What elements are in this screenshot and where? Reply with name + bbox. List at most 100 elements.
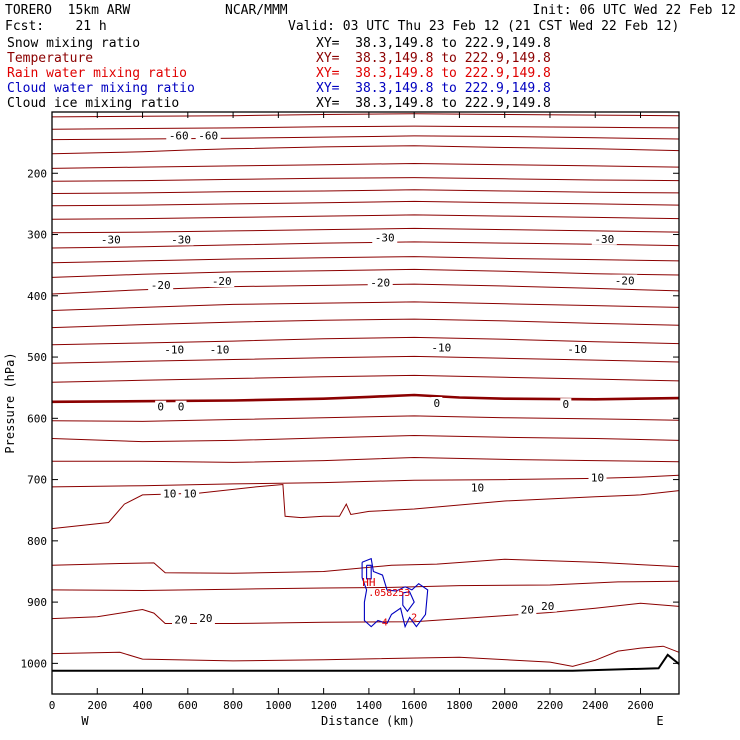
temperature-contours <box>51 113 680 667</box>
contour-label-bg <box>591 232 617 245</box>
y-tick-label: 200 <box>27 167 47 180</box>
contour-label-bg <box>172 613 191 626</box>
axes: 0 200 400 600 800 1000 1200 1400 1600 1800 2000 220… <box>21 112 679 712</box>
field-xy: XY= 38.3,149.8 to 222.9,149.8 <box>316 96 551 111</box>
terrain-surface <box>52 653 680 672</box>
x-tick-label: 1200 <box>310 699 337 712</box>
contour-label-bg <box>160 487 179 500</box>
contour-label-bg <box>612 274 638 287</box>
rain-max-label: HH <box>362 576 375 589</box>
y-tick-label: 900 <box>27 596 47 609</box>
temperature-contour <box>51 145 680 155</box>
temperature-contour <box>51 241 680 249</box>
plot-frame <box>51 111 680 695</box>
contour-label-bg <box>564 343 590 356</box>
temperature-contour <box>51 355 680 364</box>
x-tick-label: 2000 <box>491 699 518 712</box>
y-tick-label: 700 <box>27 474 47 487</box>
y-axis-label: Pressure (hPa) <box>3 352 17 453</box>
temperature-contour <box>51 434 680 443</box>
field-xy: XY= 38.3,149.8 to 222.9,149.8 <box>316 36 551 51</box>
y-tick-label: 600 <box>27 412 47 425</box>
contour-label: 0 <box>433 397 440 410</box>
temperature-contour <box>51 135 680 141</box>
temperature-contour <box>51 483 680 530</box>
contour-label: -10 <box>431 341 451 354</box>
contour-label-bg <box>518 603 537 616</box>
cloud-water-contour <box>402 591 415 613</box>
temperature-contour <box>51 645 680 667</box>
contour-label-bg <box>175 400 187 413</box>
temperature-contour <box>51 301 680 311</box>
contour-label-bg <box>181 487 200 500</box>
temperature-contour <box>51 227 680 234</box>
contour-label-bg <box>195 129 221 142</box>
contour-label: -60 <box>198 129 218 142</box>
contour-label: 20 <box>541 600 554 613</box>
east-label: E <box>656 714 663 728</box>
temperature-contour <box>51 602 680 624</box>
temperature-contour <box>52 456 680 463</box>
contour-label-bg <box>148 278 174 291</box>
contour-label: -10 <box>164 344 184 357</box>
contour-label: -30 <box>594 233 614 246</box>
temperature-contour <box>51 125 680 130</box>
contour-label: -30 <box>171 233 191 246</box>
contour-label: 10 <box>183 488 196 501</box>
contour-label-bg <box>468 481 487 494</box>
temperature-contour <box>51 283 680 295</box>
contour-label-bg <box>588 471 607 484</box>
temperature-contour <box>51 162 680 169</box>
rain-mark: 4 <box>382 617 388 628</box>
field-xy: XY= 38.3,149.8 to 222.9,149.8 <box>316 51 551 66</box>
temperature-contour <box>51 580 680 592</box>
rain-max-value: .058253 <box>368 588 410 599</box>
field-name: Rain water mixing ratio <box>7 66 188 81</box>
contour-label-bg <box>431 397 443 409</box>
contour-label: -60 <box>169 129 189 142</box>
temperature-contour <box>51 189 680 194</box>
org-label: NCAR/MMM <box>225 3 288 18</box>
contour-label: -30 <box>375 232 395 245</box>
contour-label-bg <box>155 400 167 413</box>
contour-label-bg <box>207 343 233 356</box>
temperature-contour <box>51 374 680 383</box>
init-time: Init: 06 UTC Wed 22 Feb 12 <box>532 3 737 18</box>
valid-time: Valid: 03 UTC Thu 23 Feb 12 (21 CST Wed … <box>288 19 680 34</box>
cloud-water-contours <box>361 557 429 629</box>
y-tick-label: 1000 <box>21 657 48 670</box>
x-axis-label: Distance (km) <box>321 714 415 728</box>
model-title: TORERO 15km ARW <box>5 3 131 18</box>
contour-label: -10 <box>210 344 230 357</box>
x-tick-label: 2400 <box>582 699 609 712</box>
field-xy: XY= 38.3,149.8 to 222.9,149.8 <box>316 66 551 81</box>
field-name: Cloud water mixing ratio <box>7 81 195 96</box>
field-name: Temperature <box>7 51 94 66</box>
contour-label: 0 <box>563 398 570 411</box>
y-tick-label: 400 <box>27 290 47 303</box>
contour-label-bg <box>372 231 398 244</box>
y-tick-label: 500 <box>27 351 47 364</box>
temperature-contour <box>51 113 680 118</box>
contour-label: 0 <box>157 401 164 414</box>
contour-label-bg <box>196 612 215 625</box>
temperature-contour <box>51 318 680 329</box>
rain-mark: 2 <box>411 612 417 623</box>
contour-label-bg <box>538 599 557 612</box>
contour-label-bg <box>560 398 572 411</box>
x-tick-label: 1000 <box>265 699 292 712</box>
temperature-contour <box>51 200 680 207</box>
x-tick-label: 2600 <box>627 699 654 712</box>
temperature-contour <box>51 256 680 264</box>
contour-label: 10 <box>591 472 604 485</box>
temperature-contour <box>51 336 680 346</box>
x-tick-label: 400 <box>133 699 153 712</box>
contour-label: 20 <box>521 603 534 616</box>
contour-label: 10 <box>163 488 176 501</box>
y-tick-label: 800 <box>27 535 47 548</box>
temperature-contour <box>51 558 680 574</box>
contour-label: 20 <box>174 613 187 626</box>
x-tick-label: 2200 <box>537 699 564 712</box>
contour-label: 10 <box>471 482 484 495</box>
